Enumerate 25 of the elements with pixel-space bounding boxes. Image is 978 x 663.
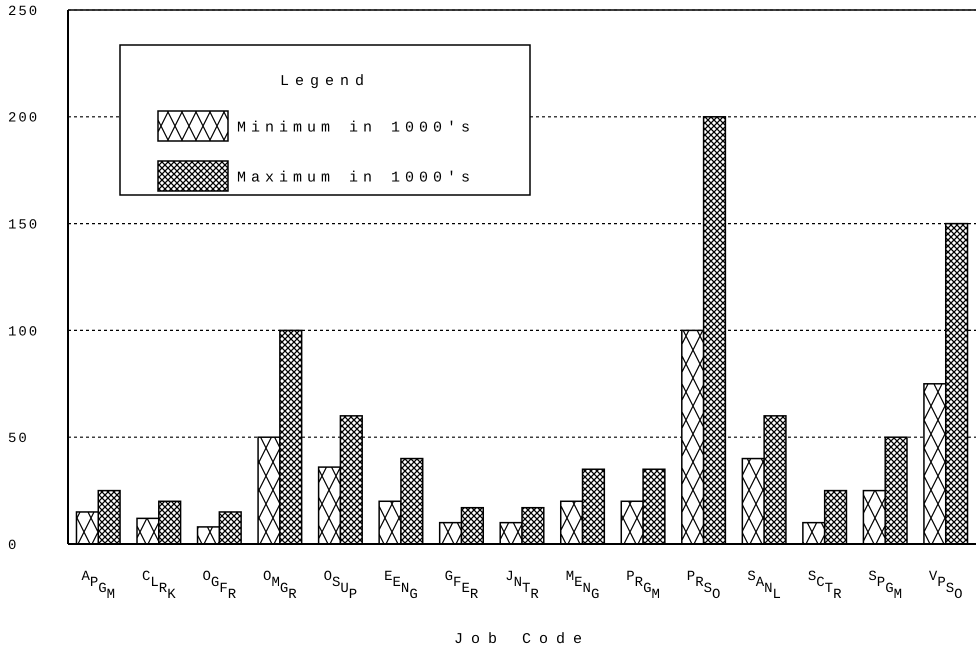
y-tick-label: 200 (8, 110, 40, 127)
x-tick-label: APGM (81, 569, 116, 603)
x-tick-label: JNTR (505, 569, 540, 603)
x-tick-label: OGFR (202, 569, 237, 603)
legend-title: Legend (280, 73, 370, 90)
legend-label: Maximum in 1000's (237, 169, 476, 186)
x-tick-label: VPSO (928, 569, 963, 603)
y-tick-label: 150 (8, 218, 40, 234)
y-tick-label: 100 (8, 324, 40, 340)
x-tick-label: PRGM (626, 569, 660, 603)
x-tick-label: SANL (747, 569, 781, 603)
x-tick-label: PRSO (686, 569, 720, 603)
x-tick-label: EENG (384, 569, 418, 603)
y-tick-label: 250 (8, 4, 40, 20)
legend-label: Minimum in 1000's (237, 119, 476, 136)
x-tick-label: OMGR (263, 569, 298, 603)
x-tick-label: OSUP (324, 569, 358, 603)
x-tick-label: CLRK (142, 569, 176, 603)
x-tick-label: SCTR (808, 569, 842, 603)
y-tick-label: 0 (8, 538, 18, 554)
y-tick-label: 50 (8, 431, 29, 448)
x-axis-title: Job Code (454, 631, 590, 648)
x-tick-label: MENG (566, 569, 600, 603)
x-tick-label: SPGM (868, 569, 902, 603)
x-tick-label: GFER (444, 569, 479, 603)
